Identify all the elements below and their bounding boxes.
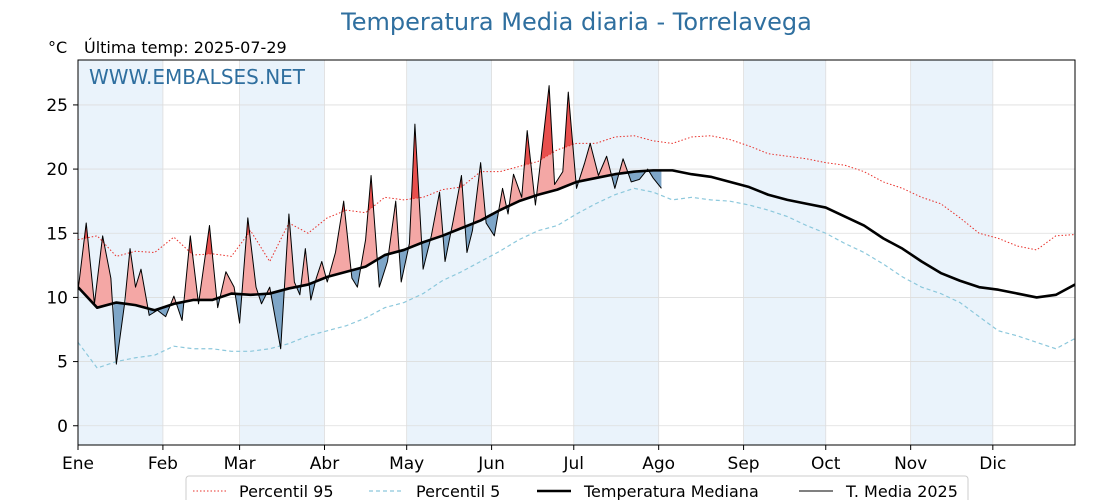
fill-above-median xyxy=(199,225,218,300)
month-bands xyxy=(78,60,993,445)
month-band xyxy=(406,60,492,445)
fill-above-median xyxy=(329,201,352,277)
fill-above-p95 xyxy=(509,130,536,170)
legend-box xyxy=(185,475,969,500)
fill-above-median xyxy=(388,201,400,254)
y-tick-label: 10 xyxy=(46,288,68,308)
month-band xyxy=(743,60,826,445)
legend: Percentil 95 Percentil 5 Temperatura Med… xyxy=(185,475,969,500)
last-temp-label: Última temp: 2025-07-29 xyxy=(84,38,287,57)
x-tick-label: Jun xyxy=(477,454,505,474)
fill-above-median xyxy=(316,261,328,282)
legend-label-current: T. Media 2025 xyxy=(845,482,958,500)
fill-above-median xyxy=(220,271,236,298)
month-band xyxy=(573,60,659,445)
x-tick-label: Ago xyxy=(642,454,675,474)
fill-above-p95 xyxy=(536,85,577,162)
fill-below-median xyxy=(628,170,647,182)
grid-lines xyxy=(77,60,1075,445)
x-tick-label: Mar xyxy=(224,454,256,474)
fill-above-median xyxy=(361,175,378,268)
fill-above-median xyxy=(499,188,507,211)
x-tick-label: Nov xyxy=(894,454,927,474)
y-tick-label: 0 xyxy=(57,417,68,437)
y-tick-label: 15 xyxy=(46,224,68,244)
fill-above-median xyxy=(473,162,487,224)
series-line-p5 xyxy=(78,187,1075,369)
x-tick-label: Ene xyxy=(62,454,94,474)
y-unit-label: °C xyxy=(48,38,68,57)
x-tick-label: Dic xyxy=(979,454,1006,474)
month-band xyxy=(239,60,325,445)
axes: 0 5 10 15 20 25 Ene Feb Mar Abr May Jun Jul Ago Sep Oct… xyxy=(46,96,1006,474)
month-band xyxy=(910,60,993,445)
fill-below-median xyxy=(217,297,221,308)
series-line-current-year xyxy=(78,85,662,365)
fill-above-median xyxy=(184,235,199,302)
fill-below-median xyxy=(465,223,474,253)
fill-above-median xyxy=(579,143,613,182)
fill-above-median xyxy=(431,192,444,240)
legend-label-p95: Percentil 95 xyxy=(239,482,334,500)
y-tick-label: 5 xyxy=(57,353,68,373)
fill-below-median xyxy=(377,253,389,288)
fill-above-p95 xyxy=(199,225,218,255)
x-tick-label: Oct xyxy=(811,454,841,474)
fill-below-median xyxy=(113,302,126,365)
y-tick-label: 25 xyxy=(46,96,68,116)
month-band xyxy=(78,60,163,445)
watermark: WWW.EMBALSES.NET xyxy=(89,65,306,89)
fill-below-median xyxy=(176,301,185,321)
x-tick-label: Jul xyxy=(563,454,585,474)
plot-frame xyxy=(77,59,1076,446)
fill-above-p95 xyxy=(329,201,352,217)
fill-above-median xyxy=(301,248,310,286)
fill-below-median xyxy=(576,181,580,189)
fill-below-median xyxy=(612,173,619,189)
x-tick-label: Feb xyxy=(148,454,178,474)
x-tick-label: May xyxy=(389,454,424,474)
x-tick-label: Sep xyxy=(728,454,760,474)
series-lines xyxy=(78,85,1075,369)
x-tick-label: Abr xyxy=(310,454,339,474)
y-tick-label: 20 xyxy=(46,160,68,180)
series-line-p95 xyxy=(78,135,1075,263)
fill-above-median xyxy=(618,158,629,174)
chart-title: Temperatura Media diaria - Torrelavega xyxy=(341,8,812,36)
legend-label-p5: Percentil 5 xyxy=(416,482,500,500)
fill-below-median xyxy=(235,293,243,324)
legend-label-median: Temperatura Mediana xyxy=(583,482,759,500)
fill-below-median xyxy=(351,267,362,288)
series-line-median xyxy=(78,169,1075,312)
